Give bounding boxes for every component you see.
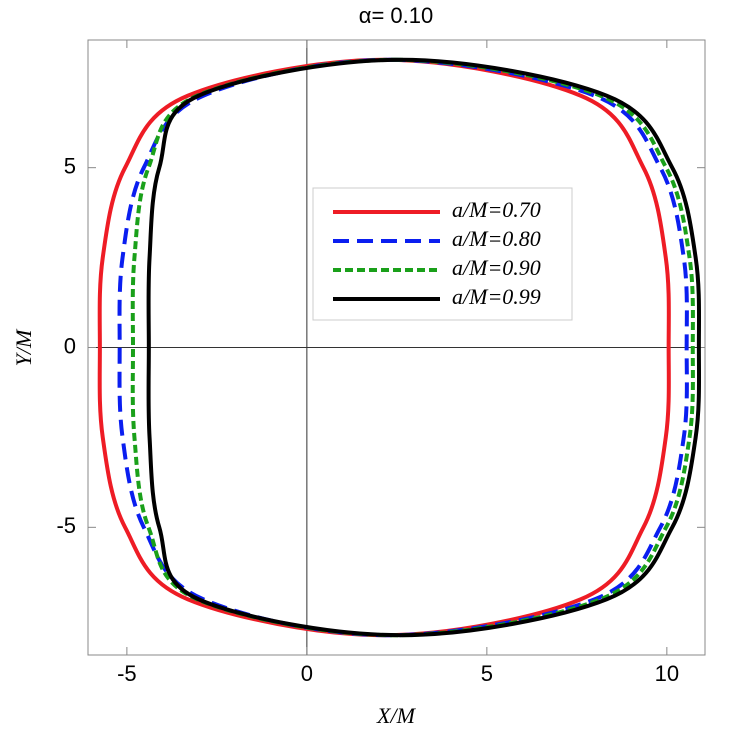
legend-label: a/M=0.70 <box>452 197 541 222</box>
y-tick-label: 5 <box>64 153 76 178</box>
x-tick-label: 5 <box>481 661 493 686</box>
legend-label: a/M=0.99 <box>452 284 541 309</box>
x-tick-label: 0 <box>301 661 313 686</box>
legend-label: a/M=0.80 <box>452 226 541 251</box>
legend: a/M=0.70 a/M=0.80 a/M=0.90 a/M=0.99 <box>312 187 573 321</box>
y-axis-label: Y/M <box>11 328 36 366</box>
series-line <box>146 57 702 638</box>
y-tick-label: 0 <box>64 333 76 358</box>
x-tick-label: 10 <box>655 661 679 686</box>
x-tick-label: -5 <box>117 661 137 686</box>
chart-title: α= 0.10 <box>359 3 434 28</box>
legend-label: a/M=0.90 <box>452 255 541 280</box>
x-axis-label: X/M <box>376 703 417 728</box>
y-tick-label: -5 <box>56 513 76 538</box>
